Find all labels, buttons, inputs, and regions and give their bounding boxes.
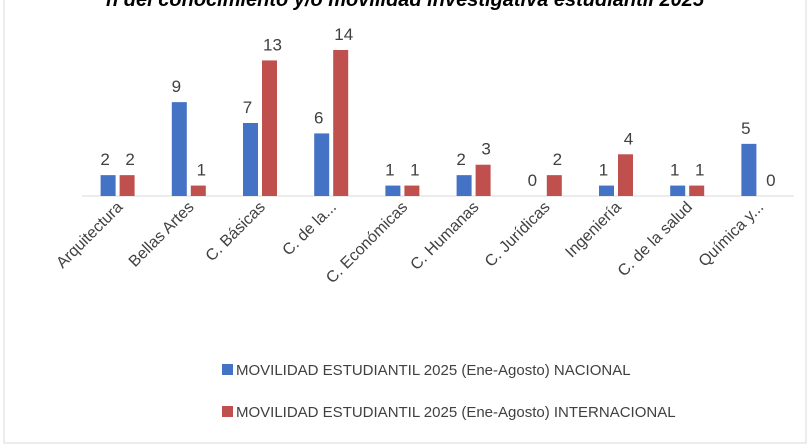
data-label: 2: [553, 150, 562, 169]
data-label: 1: [197, 161, 206, 180]
data-label: 13: [263, 35, 282, 54]
data-label: 1: [599, 161, 608, 180]
legend-label: MOVILIDAD ESTUDIANTIL 2025 (Ene-Agosto) …: [236, 362, 631, 379]
bar: [618, 154, 633, 196]
bar: [741, 143, 757, 196]
data-label: 6: [314, 108, 323, 127]
bar: [599, 185, 614, 196]
data-label: 1: [695, 161, 704, 180]
data-label: 1: [410, 161, 419, 180]
data-label: 0: [528, 171, 537, 190]
bar: [475, 164, 491, 196]
data-label: 2: [125, 150, 134, 169]
data-label: 7: [243, 98, 252, 117]
bar: [456, 175, 472, 196]
bar: [314, 133, 330, 196]
x-tick-label: Bellas Artes: [126, 199, 198, 271]
x-tick-label: C. Jurídicas: [482, 199, 554, 271]
chart-border: [3, 0, 807, 444]
bar: [171, 102, 187, 196]
bar: [100, 175, 116, 196]
bar: [385, 185, 401, 196]
bar: [546, 175, 562, 196]
x-tick-label: Química y...: [696, 199, 768, 271]
data-label: 0: [766, 171, 775, 190]
data-label: 3: [481, 140, 490, 159]
bar: [262, 60, 277, 196]
x-tick-label: C. Básicas: [203, 199, 269, 265]
data-label: 5: [741, 119, 750, 138]
chart-title: n del conocimiento y/o movilidad investi…: [106, 0, 705, 11]
x-tick-label: C. de la...: [280, 199, 340, 259]
data-label: 2: [456, 150, 465, 169]
bar: [190, 185, 206, 196]
legend-swatch: [222, 364, 233, 375]
legend-swatch: [222, 406, 233, 417]
legend-label: MOVILIDAD ESTUDIANTIL 2025 (Ene-Agosto) …: [236, 404, 676, 421]
bar: [689, 185, 705, 196]
data-label: 14: [334, 25, 353, 44]
data-label: 4: [624, 129, 633, 148]
bar: [243, 123, 258, 196]
x-tick-label: C. Humanas: [408, 199, 483, 274]
bar: [119, 175, 135, 196]
bar: [404, 185, 420, 196]
bar: [333, 50, 349, 196]
data-label: 1: [670, 161, 679, 180]
data-label: 1: [385, 161, 394, 180]
x-tick-label: Ingeniería: [562, 199, 624, 261]
x-tick-label: Arquitectura: [53, 199, 126, 272]
data-label: 9: [172, 77, 181, 96]
x-tick-label: C. de la salud: [615, 199, 696, 280]
bar: [670, 185, 686, 196]
data-label: 2: [100, 150, 109, 169]
